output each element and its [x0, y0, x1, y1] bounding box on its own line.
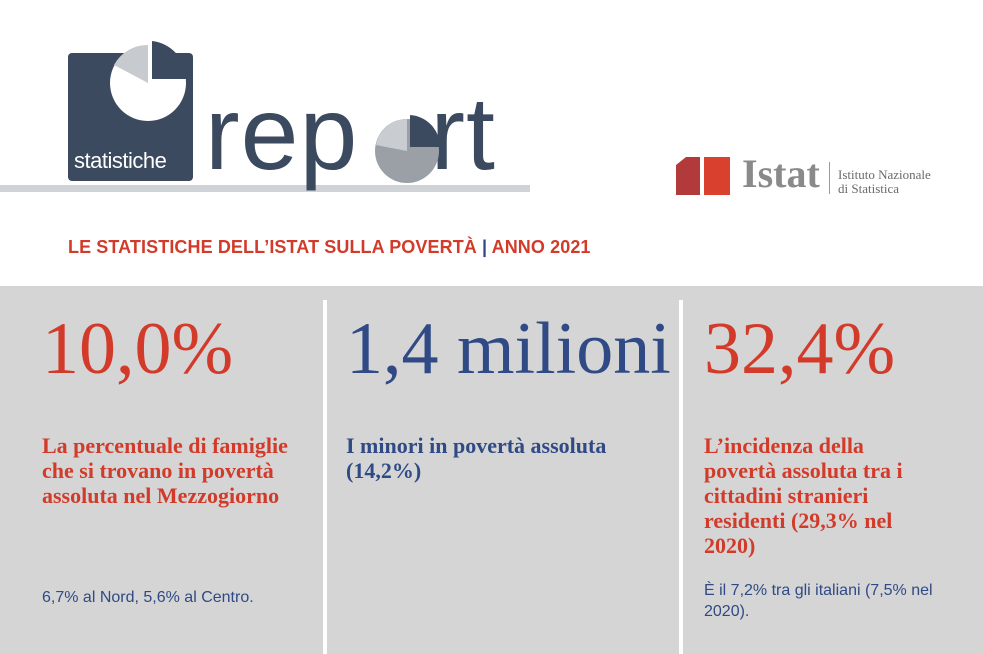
stat-note-stranieri: È il 7,2% tra gli italiani (7,5% nel 202… [704, 582, 933, 620]
logo-word-report-start: rep [205, 76, 359, 192]
stat-value-minori: 1,4 milioni [346, 308, 671, 390]
istat-separator [829, 162, 830, 194]
istat-institute-name: Istituto Nazionale di Statistica [838, 168, 931, 196]
report-logo: statistiche rep rt Istat Istituto Naziona… [0, 0, 983, 230]
stats-band [0, 286, 983, 654]
logo-underline [0, 185, 530, 192]
page-subtitle: LE STATISTICHE DELL’ISTAT SULLA POVERTÀ … [68, 237, 591, 258]
stat-value-mezzogiorno: 10,0% [42, 308, 234, 390]
column-divider [679, 300, 683, 654]
pie-chart-letter-icon [375, 115, 441, 183]
column-divider [323, 300, 327, 654]
subtitle-separator: | [482, 237, 488, 257]
logo-word-report-end: rt [430, 76, 496, 192]
stat-description-mezzogiorno: La percentuale di famiglie che si trovan… [42, 433, 288, 508]
pie-chart-icon [110, 41, 187, 121]
stat-description-minori: I minori in povertà assoluta (14,2%) [346, 433, 607, 483]
stat-note-mezzogiorno: 6,7% al Nord, 5,6% al Centro. [42, 589, 254, 606]
stat-value-stranieri: 32,4% [704, 308, 896, 390]
istat-line-2: di Statistica [838, 181, 900, 196]
istat-logo-icon [676, 157, 730, 195]
subtitle-year: ANNO 2021 [491, 237, 591, 257]
istat-line-1: Istituto Nazionale [838, 167, 931, 182]
subtitle-topic: LE STATISTICHE DELL’ISTAT SULLA POVERTÀ [68, 237, 477, 257]
stat-description-stranieri: L’incidenza della povertà assoluta tra i… [704, 433, 903, 558]
logo-word-statistiche: statistiche [74, 148, 167, 173]
istat-wordmark: Istat [742, 151, 820, 196]
logo-word-report: rep rt [205, 82, 496, 186]
